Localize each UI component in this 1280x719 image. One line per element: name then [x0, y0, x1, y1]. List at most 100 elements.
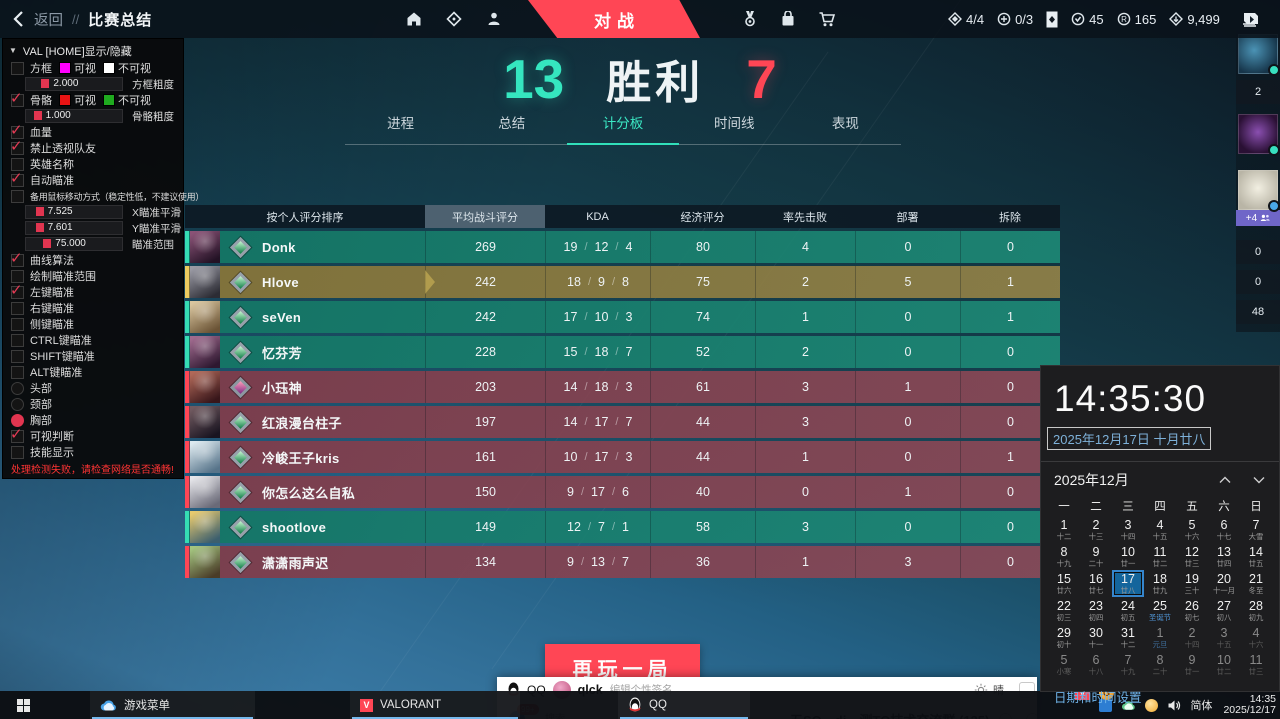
overlay-row[interactable]: 7.601 Y瞄准平滑	[3, 220, 183, 236]
calendar-day[interactable]: 1 元旦	[1152, 625, 1168, 649]
overlay-row[interactable]: 右键瞄准	[3, 300, 183, 316]
overlay-row[interactable]: 自动瞄准	[3, 169, 183, 188]
calendar-day[interactable]: 13 廿四	[1216, 544, 1232, 568]
calendar-day[interactable]: 14 廿五	[1248, 544, 1264, 568]
overlay-row[interactable]: 7.525 X瞄准平滑	[3, 204, 183, 220]
calendar-day[interactable]: 10 廿二	[1216, 652, 1232, 676]
calendar-day[interactable]: 11 廿二	[1152, 544, 1168, 568]
overlay-row[interactable]: 绘制瞄准范围	[3, 268, 183, 284]
slider[interactable]: 7.601	[25, 221, 123, 235]
overlay-row[interactable]: 可视判断	[3, 425, 183, 444]
tray-app-icon[interactable]	[1099, 698, 1113, 712]
calendar-day[interactable]: 20 十一月	[1212, 571, 1236, 595]
home-icon[interactable]	[406, 11, 422, 27]
calendar-day[interactable]: 27 初八	[1216, 598, 1232, 622]
start-button[interactable]	[0, 691, 46, 719]
checkbox[interactable]	[11, 189, 24, 203]
volume-icon[interactable]	[1167, 699, 1181, 712]
calendar-day[interactable]: 19 三十	[1184, 571, 1200, 595]
checkbox[interactable]	[10, 121, 24, 139]
calendar-day[interactable]: 21 冬至	[1248, 571, 1264, 595]
taskbar-item-qq[interactable]: QQ	[618, 691, 750, 719]
slider[interactable]: 75.000	[25, 237, 123, 251]
overlay-row[interactable]: 技能显示	[3, 444, 183, 460]
calendar-day[interactable]: 3 十四	[1120, 517, 1136, 541]
calendar-day[interactable]: 12 廿三	[1184, 544, 1200, 568]
tray-qq-icon[interactable]	[1145, 698, 1159, 712]
calendar-day[interactable]: 8 十九	[1056, 544, 1072, 568]
overlay-row[interactable]: 2.000 方框粗度	[3, 76, 183, 92]
tab[interactable]: 总结	[456, 112, 568, 145]
chevron-down-icon[interactable]	[1253, 476, 1265, 484]
header-econ[interactable]: 经济评分	[680, 211, 725, 224]
overlay-row[interactable]: 骨骼 可视 不可视	[3, 89, 183, 108]
checkbox[interactable]	[11, 317, 24, 331]
scoreboard-row[interactable]: 冷峻王子kris 161 10/17/3 44 1 0 1	[185, 441, 1060, 473]
chevron-up-icon[interactable]	[1219, 476, 1231, 484]
overlay-row[interactable]: SHIFT键瞄准	[3, 348, 183, 364]
friend-avatar[interactable]	[1238, 114, 1280, 156]
overlay-row[interactable]: 1.000 骨骼粗度	[3, 108, 183, 124]
calendar-day[interactable]: 11 廿三	[1248, 652, 1264, 676]
calendar-day[interactable]: 2 十四	[1184, 625, 1200, 649]
scoreboard-row[interactable]: 你怎么这么自私 150 9/17/6 40 0 1 0	[185, 476, 1060, 508]
calendar-day[interactable]: 4 十六	[1248, 625, 1264, 649]
checkbox[interactable]	[10, 249, 24, 267]
slider[interactable]: 1.000	[25, 109, 123, 123]
header-defuses[interactable]: 拆除	[999, 211, 1021, 224]
calendar-day[interactable]: 24 初五	[1120, 598, 1136, 622]
color-swatch[interactable]	[104, 63, 114, 73]
scoreboard-row[interactable]: 红浪漫台柱子 197 14/17/7 44 3 0 0	[185, 406, 1060, 438]
overlay-row[interactable]: ALT键瞄准	[3, 364, 183, 380]
header-sort[interactable]: 按个人评分排序	[266, 211, 344, 224]
checkbox[interactable]	[11, 301, 24, 315]
calendar-day[interactable]: 30 十一	[1088, 625, 1104, 649]
calendar-day[interactable]: 5 十六	[1184, 517, 1200, 541]
checkbox[interactable]	[11, 445, 24, 459]
checkbox[interactable]	[10, 137, 24, 155]
calendar-day[interactable]: 16 廿七	[1088, 571, 1104, 595]
overlay-row[interactable]: 处理检测失败，请检查网络是否通畅!	[11, 464, 174, 476]
slider[interactable]: 2.000	[25, 77, 123, 91]
scoreboard-row[interactable]: 潇潇雨声迟 134 9/13/7 36 1 3 0	[185, 546, 1060, 578]
overlay-row[interactable]: 曲线算法	[3, 249, 183, 268]
overlay-row[interactable]: 英雄名称	[3, 156, 183, 172]
scoreboard-row[interactable]: seVen 242 17/10/3 74 1 0 1	[185, 301, 1060, 333]
header-first-bloods[interactable]: 率先击败	[783, 211, 827, 224]
agent-card-icon[interactable]	[1046, 11, 1058, 28]
calendar-day[interactable]: 9 二十	[1088, 544, 1104, 568]
calendar-day[interactable]: 7 十九	[1120, 652, 1136, 676]
calendar-day[interactable]: 23 初四	[1088, 598, 1104, 622]
scoreboard-row[interactable]: 忆芬芳 228 15/18/7 52 2 0 0	[185, 336, 1060, 368]
scoreboard-row[interactable]: 小珏神 203 14/18/3 61 3 1 0	[185, 371, 1060, 403]
overlay-row[interactable]: 颈部	[3, 396, 183, 412]
back-button[interactable]: 返回 // 比赛总结	[12, 0, 152, 38]
slider[interactable]: 7.525	[25, 205, 123, 219]
collection-icon[interactable]	[446, 11, 462, 27]
calendar-day[interactable]: 9 廿一	[1184, 652, 1200, 676]
checkbox[interactable]	[10, 169, 24, 187]
calendar-day[interactable]: 4 十五	[1152, 517, 1168, 541]
career-icon[interactable]	[486, 11, 502, 27]
scoreboard-row[interactable]: shootlove 149 12/7/1 58 3 0 0	[185, 511, 1060, 543]
calendar-day[interactable]: 3 十五	[1216, 625, 1232, 649]
taskbar-clock[interactable]: 14:35 2025/12/17	[1223, 692, 1276, 716]
calendar-day[interactable]: 6 十八	[1088, 652, 1104, 676]
header-kda[interactable]: KDA	[586, 210, 609, 223]
calendar-day[interactable]: 29 初十	[1056, 625, 1072, 649]
color-swatch[interactable]	[60, 63, 70, 73]
date-time-settings-link[interactable]: 日期和时间设置	[1054, 691, 1142, 705]
checkbox[interactable]	[10, 425, 24, 443]
calendar-day[interactable]: 10 廿一	[1120, 544, 1136, 568]
tab[interactable]: 时间线	[678, 112, 790, 145]
taskbar-item-valorant[interactable]: V VALORANT	[350, 691, 520, 719]
overlay-row[interactable]: 侧键瞄准	[3, 316, 183, 332]
tab[interactable]: 进程	[345, 112, 457, 145]
checkbox[interactable]	[11, 365, 24, 379]
party-count-tag[interactable]: +4	[1236, 210, 1280, 226]
header-plants[interactable]: 部署	[896, 211, 919, 224]
overlay-row[interactable]: 血量	[3, 121, 183, 140]
slider-handle[interactable]	[41, 79, 50, 88]
overlay-row[interactable]: 头部	[3, 380, 183, 396]
checkbox[interactable]	[11, 333, 24, 347]
